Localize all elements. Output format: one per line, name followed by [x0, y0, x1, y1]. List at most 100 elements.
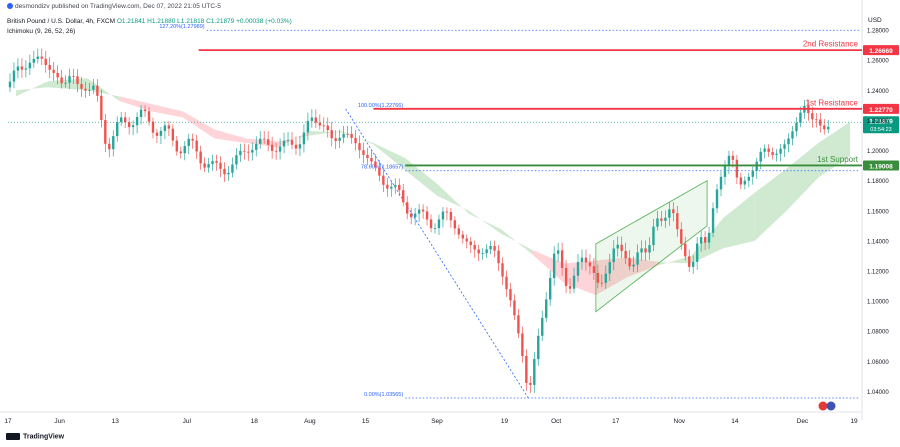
- candle-body: [48, 65, 51, 70]
- candle-body: [227, 172, 230, 175]
- cloud-segment: [595, 257, 628, 296]
- candle-body: [469, 241, 472, 246]
- candle-body: [24, 68, 28, 70]
- candle-body: [676, 213, 679, 230]
- candle-body: [116, 122, 119, 137]
- candle-body: [56, 72, 59, 78]
- candle-body: [537, 335, 540, 360]
- candle-body: [787, 138, 790, 145]
- candle-body: [652, 226, 655, 246]
- candle-body: [485, 249, 488, 254]
- candle-body: [290, 140, 294, 145]
- candle-body: [684, 243, 687, 257]
- candle-body: [302, 132, 306, 145]
- candle-body: [791, 131, 794, 139]
- candle-body: [40, 56, 43, 59]
- candle-body: [727, 155, 731, 166]
- candle-body: [259, 138, 262, 144]
- candle-body: [104, 120, 107, 144]
- cloud-segment: [246, 138, 279, 148]
- candle-body: [386, 184, 389, 189]
- candle-body: [751, 170, 754, 177]
- candle-body: [715, 189, 719, 209]
- time-tick-label: 18: [251, 418, 259, 425]
- event-flag-icon: [818, 401, 836, 411]
- candle-body: [517, 315, 520, 334]
- candle-body: [394, 184, 397, 187]
- time-tick-label: Jul: [183, 418, 192, 425]
- candle-body: [711, 208, 715, 233]
- cloud-segment: [15, 81, 48, 97]
- level-price-tag: [863, 45, 899, 56]
- candle-body: [100, 95, 103, 121]
- candle-body: [811, 113, 814, 120]
- ohlc-values: O1.21841 H1.21880 L1.21818 C1.21879 +0.0…: [116, 18, 292, 25]
- candle-body: [314, 117, 318, 123]
- candle-body: [263, 138, 266, 140]
- candle-body: [779, 148, 782, 154]
- level-price-value: 1.26669: [869, 48, 893, 55]
- time-tick-label: Nov: [674, 418, 686, 425]
- candle-body: [477, 249, 480, 254]
- candle-body: [707, 232, 711, 243]
- time-tick-label: Sep: [431, 418, 443, 425]
- ascending-channel: [595, 179, 708, 313]
- cloud-segment: [182, 111, 215, 139]
- cloud-segment: [87, 78, 120, 101]
- candle-body: [636, 252, 639, 265]
- price-tick-label: 1.26000: [867, 59, 889, 65]
- candle-body: [576, 262, 580, 276]
- price-tick-label: 1.24000: [867, 89, 889, 95]
- candle-body: [92, 85, 95, 90]
- level-price-value: 1.19008: [869, 163, 893, 170]
- time-tick-label: Oct: [551, 418, 561, 425]
- candle-body: [572, 275, 576, 289]
- candle-body: [286, 140, 290, 142]
- candle-body: [179, 151, 182, 154]
- candle-body: [664, 217, 667, 221]
- time-tick-label: 17: [612, 418, 620, 425]
- candle-body: [429, 219, 433, 229]
- candle-body: [223, 168, 226, 175]
- candle-body: [294, 144, 298, 149]
- candle-body: [72, 76, 75, 77]
- candle-body: [441, 211, 445, 220]
- candle-body: [60, 77, 63, 84]
- candle-body: [827, 126, 830, 130]
- candle-body: [815, 119, 818, 121]
- candle-body: [644, 248, 647, 253]
- candle-body: [366, 155, 369, 158]
- price-tick-label: 1.28000: [867, 29, 889, 35]
- candle-body: [421, 209, 425, 212]
- candle-body: [52, 69, 55, 73]
- fib-level-label: 0.00%(1.03565): [364, 392, 403, 398]
- candle-body: [747, 176, 750, 181]
- candle-body: [529, 382, 532, 385]
- candle-body: [274, 150, 278, 152]
- candle-body: [688, 256, 691, 267]
- candle-body: [147, 111, 151, 122]
- candle-body: [163, 125, 167, 131]
- candle-body: [16, 66, 20, 71]
- time-tick-label: 17: [4, 418, 12, 425]
- level-label: 1st Resistance: [806, 98, 859, 107]
- tradingview-logo-icon: [6, 433, 20, 440]
- candle-body: [552, 253, 556, 279]
- candle-body: [68, 76, 71, 83]
- candle-body: [135, 117, 139, 126]
- candle-body: [616, 244, 619, 249]
- candle-body: [243, 150, 246, 152]
- fib-level-label: 78.60%(1.18657): [361, 165, 403, 171]
- fib-level-label: 100.00%(1.22766): [358, 103, 403, 109]
- candle-body: [461, 234, 465, 239]
- candle-body: [239, 150, 242, 156]
- candle-body: [763, 148, 766, 152]
- candle-body: [151, 121, 155, 133]
- candle-body: [405, 202, 409, 214]
- candle-body: [719, 176, 723, 190]
- cloud-segment: [119, 96, 151, 112]
- candle-body: [334, 138, 337, 141]
- candle-body: [139, 109, 143, 118]
